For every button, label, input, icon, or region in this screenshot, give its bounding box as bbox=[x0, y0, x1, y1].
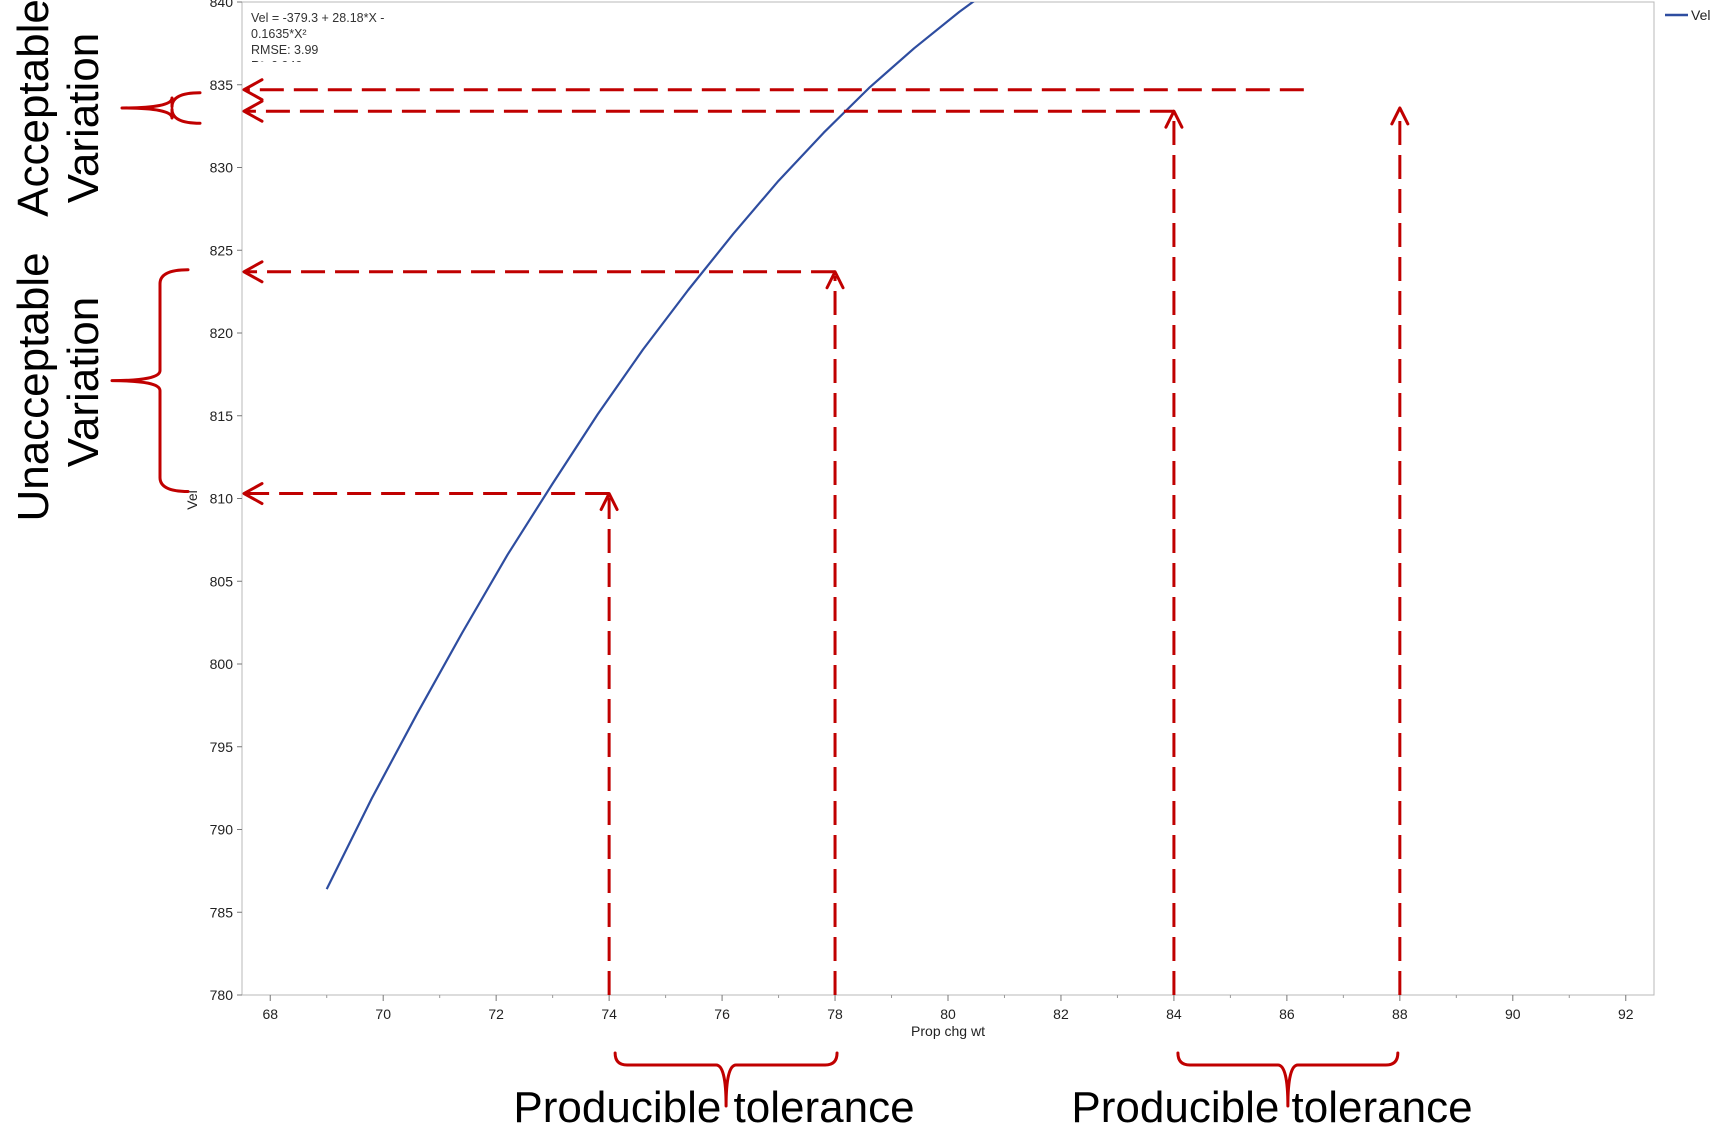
y-tick-label: 835 bbox=[210, 77, 234, 93]
arrowhead-up bbox=[599, 492, 619, 512]
x-tick-label: 70 bbox=[375, 1006, 391, 1022]
y-tick-label: 840 bbox=[210, 0, 234, 10]
y-tick-label: 785 bbox=[210, 904, 234, 920]
y-axis-title: Vel bbox=[184, 490, 200, 509]
series-layer bbox=[325, 2, 975, 890]
y-tick-label: 795 bbox=[210, 739, 234, 755]
y-tick-label: 815 bbox=[210, 408, 234, 424]
unacceptable-variation-label-line1: Unacceptable bbox=[9, 252, 58, 521]
plot-frame bbox=[241, 1, 1655, 996]
tolerance-brace bbox=[613, 1051, 839, 1108]
x-axis: 68 70 72 74 76 78 80 82 84 86 88 90 92 bbox=[262, 995, 1634, 1022]
y-tick-label: 830 bbox=[210, 160, 234, 176]
fit-equation-line: Vel = -379.3 + 28.18*X - bbox=[251, 11, 384, 25]
x-tick-label: 92 bbox=[1618, 1006, 1634, 1022]
x-tick-label: 74 bbox=[601, 1006, 617, 1022]
x-tick-label: 76 bbox=[714, 1006, 730, 1022]
arrowhead-up bbox=[1390, 106, 1410, 126]
acceptable-variation-label-line1: Acceptable bbox=[9, 0, 58, 217]
y-tick-label: 790 bbox=[210, 822, 234, 838]
arrowhead-left bbox=[242, 482, 264, 506]
y-tick-label: 825 bbox=[210, 242, 234, 258]
tolerance-brace bbox=[1176, 1051, 1400, 1108]
arrowhead-left bbox=[242, 99, 264, 123]
fit-equation-line: RMSE: 3.99 bbox=[251, 43, 318, 57]
arrowhead-left bbox=[242, 260, 264, 284]
x-tick-label: 80 bbox=[940, 1006, 956, 1022]
variation-brace bbox=[110, 268, 190, 494]
tolerance-left-label: Producible tolerance bbox=[513, 1083, 914, 1129]
x-tick-label: 90 bbox=[1505, 1006, 1521, 1022]
x-tick-label: 86 bbox=[1279, 1006, 1295, 1022]
y-tick-label: 810 bbox=[210, 491, 234, 507]
fit-equation-line: 0.1635*X² bbox=[251, 27, 307, 41]
x-tick-label: 82 bbox=[1053, 1006, 1069, 1022]
arrowhead-up bbox=[1164, 109, 1184, 129]
series-line bbox=[325, 2, 975, 890]
x-tick-label: 72 bbox=[488, 1006, 504, 1022]
y-axis: 780 785 790 795 800 805 810 815 820 825 830 835 840 bbox=[210, 0, 242, 1003]
y-tick-label: 805 bbox=[210, 573, 234, 589]
tolerance-right-label: Producible tolerance bbox=[1071, 1083, 1472, 1129]
y-tick-label: 820 bbox=[210, 325, 234, 341]
legend: Vel bbox=[1665, 7, 1710, 23]
arrowhead-left bbox=[242, 78, 264, 102]
legend-entry: Vel bbox=[1691, 7, 1710, 23]
annotation-layer bbox=[110, 78, 1410, 1108]
x-tick-label: 84 bbox=[1166, 1006, 1182, 1022]
unacceptable-variation-label-line2: Variation bbox=[59, 297, 108, 467]
x-tick-label: 78 bbox=[827, 1006, 843, 1022]
fit-equation: Vel = -379.3 + 28.18*X - 0.1635*X² RMSE:… bbox=[248, 11, 384, 76]
variation-brace bbox=[120, 91, 202, 125]
y-tick-label: 780 bbox=[210, 987, 234, 1003]
x-tick-label: 88 bbox=[1392, 1006, 1408, 1022]
acceptable-variation-label-line2: Variation bbox=[59, 33, 108, 203]
x-tick-label: 68 bbox=[262, 1006, 278, 1022]
arrowhead-up bbox=[825, 270, 845, 290]
x-axis-title: Prop chg wt bbox=[911, 1023, 985, 1039]
y-tick-label: 800 bbox=[210, 656, 234, 672]
